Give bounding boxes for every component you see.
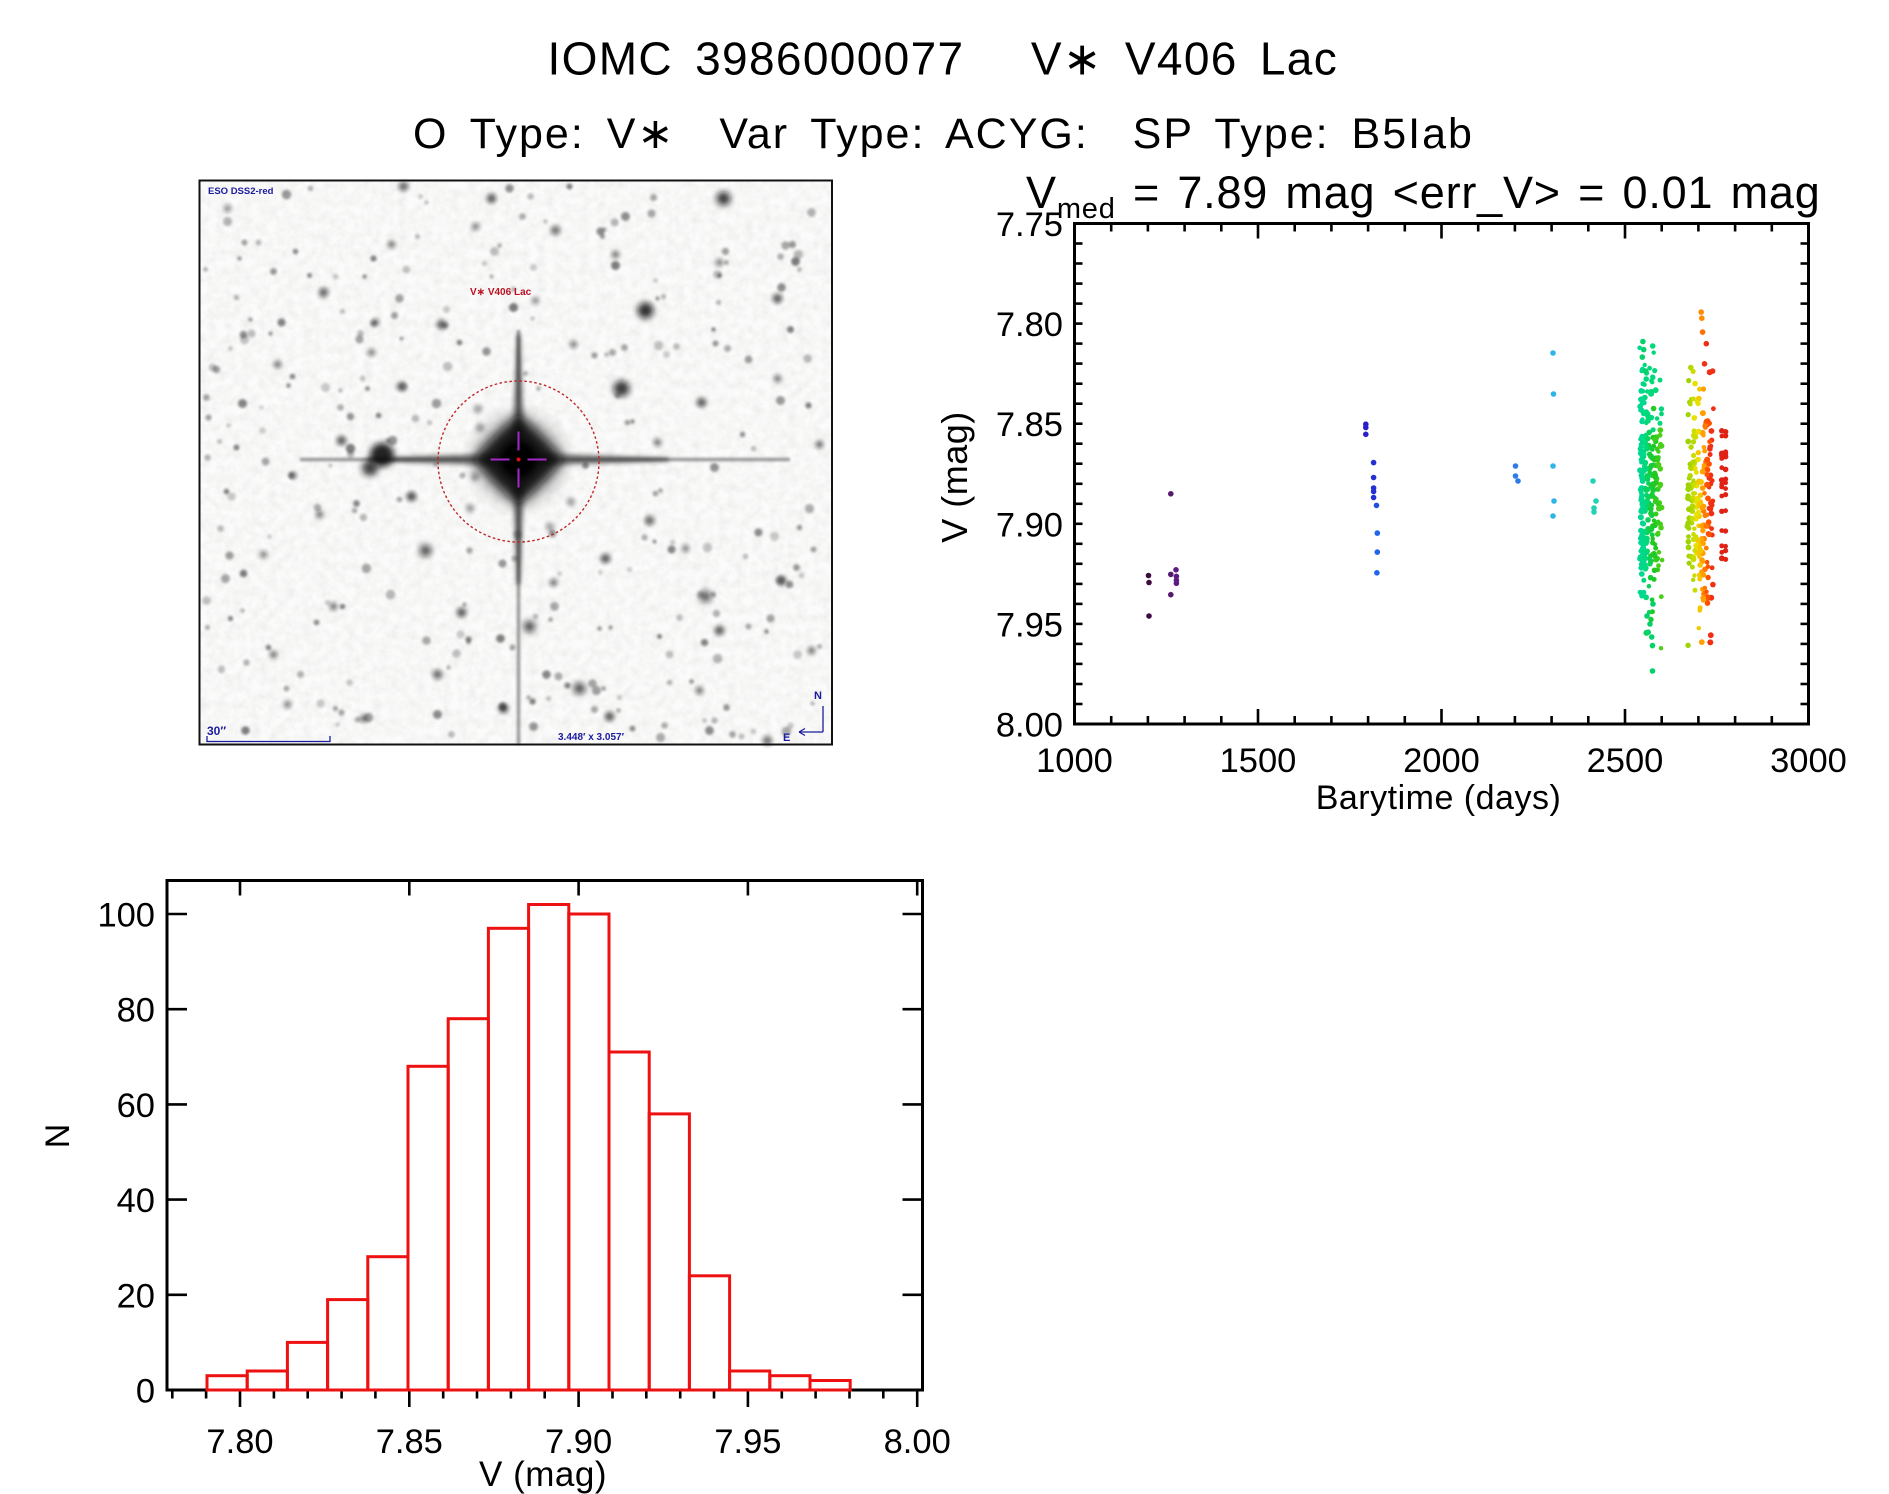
svg-text:N: N xyxy=(39,1124,77,1149)
svg-text:1000: 1000 xyxy=(1036,742,1113,780)
svg-text:Vmed = 7.89 mag <err_V> = 0.01: Vmed = 7.89 mag <err_V> = 0.01 mag xyxy=(1026,167,1821,225)
svg-text:Barytime (days): Barytime (days) xyxy=(1316,779,1562,817)
svg-text:80: 80 xyxy=(117,992,155,1030)
svg-text:7.80: 7.80 xyxy=(206,1423,273,1461)
svg-text:7.85: 7.85 xyxy=(996,406,1063,444)
svg-text:V∗ V406 Lac: V∗ V406 Lac xyxy=(470,287,532,298)
svg-text:N: N xyxy=(814,690,822,702)
svg-text:3.448′ x 3.057′: 3.448′ x 3.057′ xyxy=(558,732,625,743)
svg-text:100: 100 xyxy=(97,897,155,935)
svg-text:7.75: 7.75 xyxy=(996,206,1063,244)
svg-text:7.95: 7.95 xyxy=(996,606,1063,644)
svg-text:7.90: 7.90 xyxy=(545,1423,612,1461)
svg-text:7.90: 7.90 xyxy=(996,506,1063,544)
svg-text:8.00: 8.00 xyxy=(996,707,1063,745)
svg-text:7.95: 7.95 xyxy=(714,1423,781,1461)
svg-text:O Type: V∗ Var Type: ACYG: S: O Type: V∗ Var Type: ACYG: SP Type: B5Ia… xyxy=(413,110,1474,158)
svg-text:40: 40 xyxy=(117,1182,155,1220)
svg-text:30″: 30″ xyxy=(207,724,226,738)
svg-text:ESO DSS2-red: ESO DSS2-red xyxy=(208,186,274,197)
svg-text:60: 60 xyxy=(117,1087,155,1125)
svg-text:E: E xyxy=(783,732,790,744)
svg-text:2500: 2500 xyxy=(1587,742,1664,780)
svg-text:20: 20 xyxy=(117,1277,155,1315)
svg-text:0: 0 xyxy=(136,1373,155,1411)
svg-text:V (mag): V (mag) xyxy=(934,411,975,543)
svg-text:7.85: 7.85 xyxy=(376,1423,443,1461)
svg-text:1500: 1500 xyxy=(1220,742,1297,780)
svg-text:8.00: 8.00 xyxy=(884,1423,951,1461)
svg-text:2000: 2000 xyxy=(1403,742,1480,780)
svg-text:3000: 3000 xyxy=(1770,742,1847,780)
svg-text:7.80: 7.80 xyxy=(996,306,1063,344)
svg-text:V (mag): V (mag) xyxy=(479,1455,607,1494)
svg-text:IOMC 3986000077 V∗ V406 Lac: IOMC 3986000077 V∗ V406 Lac xyxy=(548,33,1339,85)
